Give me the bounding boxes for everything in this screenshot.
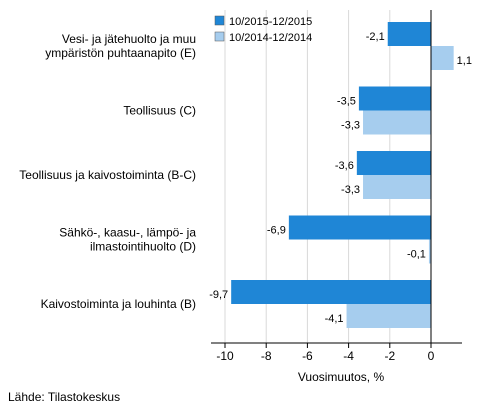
value-label: -2,1	[366, 31, 385, 43]
bar-series2	[346, 304, 431, 328]
value-label: -4,1	[325, 313, 344, 325]
category-label: ilmastointihuolto (D)	[90, 240, 196, 254]
x-tick-label: -8	[261, 349, 272, 363]
legend-swatch	[214, 15, 225, 26]
value-label: -3,3	[341, 184, 360, 196]
bar-series1	[288, 215, 431, 240]
x-tick-label: -4	[343, 349, 354, 363]
value-label: -3,3	[341, 120, 360, 132]
value-label: -3,5	[337, 96, 356, 108]
category-label: ympäristön puhtaanapito (E)	[45, 46, 196, 60]
bar-series2	[363, 175, 431, 199]
category-label: Teollisuus ja kaivostoiminta (B-C)	[19, 168, 196, 182]
bar-series2	[363, 110, 431, 135]
x-tick-label: -10	[216, 349, 234, 363]
x-tick-label: 0	[428, 349, 435, 363]
value-label: -3,6	[335, 160, 354, 172]
legend: 10/2015-12/2015 10/2014-12/2014	[214, 15, 312, 44]
category-label: Kaivostoiminta ja louhinta (B)	[41, 297, 196, 311]
bar-series1	[358, 86, 431, 111]
legend-label: 10/2015-12/2015	[229, 16, 312, 28]
bar-series2	[431, 46, 454, 70]
source-note: Lähde: Tilastokeskus	[8, 390, 121, 404]
category-label: Teollisuus (C)	[123, 104, 196, 118]
x-tick-label: -2	[384, 349, 395, 363]
bar-series1	[231, 280, 431, 304]
value-label: -9,7	[209, 289, 228, 301]
category-label: Sähkö-, kaasu-, lämpö- ja	[59, 226, 196, 240]
legend-label: 10/2014-12/2014	[229, 32, 312, 44]
bar-series1	[387, 22, 431, 46]
bar-series1	[356, 151, 431, 175]
value-label: 1,1	[457, 55, 472, 67]
value-label: -6,9	[267, 225, 286, 237]
x-axis-label: Vuosimuutos, %	[298, 370, 385, 384]
bars	[231, 22, 454, 328]
value-labels: -2,1 1,1 -3,5 -3,3 -3,6 -3,3 -6,9 -0,1 -9,7 -4,1	[209, 31, 472, 325]
x-axis: -10 -8 -6 -4 -2 0	[211, 10, 462, 363]
bar-series2	[428, 239, 431, 264]
category-label: Vesi- ja jätehuolto ja muu	[62, 32, 196, 46]
legend-swatch	[214, 31, 225, 42]
value-label: -0,1	[407, 249, 426, 261]
x-tick-label: -6	[302, 349, 313, 363]
